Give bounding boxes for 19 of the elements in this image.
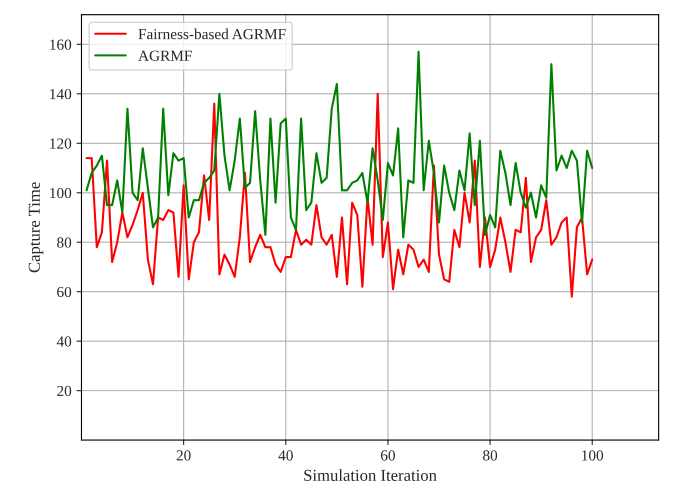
- y-tick-label: 100: [50, 188, 72, 198]
- x-tick-label: 20: [176, 450, 191, 461]
- line-series: [86, 92, 594, 298]
- y-tick-label: 140: [50, 88, 72, 100]
- x-tick-label: 40: [278, 450, 293, 461]
- x-tick-label: 100: [582, 450, 604, 461]
- y-tick-label: 120: [50, 138, 72, 149]
- y-tick-label: 40: [56, 336, 72, 347]
- y-tick-label: 160: [50, 39, 72, 50]
- x-tick-label: 80: [483, 450, 498, 461]
- legend-label: Fairness-based AGRMF: [138, 28, 286, 40]
- y-axis-title: Capture Time: [28, 182, 44, 272]
- x-axis-title: Simulation Iteration: [304, 469, 437, 481]
- legend-label: AGRMF: [138, 50, 192, 61]
- y-tick-label: 80: [57, 237, 72, 248]
- y-tick-label: 60: [57, 286, 72, 298]
- line-series: [86, 50, 594, 238]
- y-tick-label: 20: [57, 386, 72, 396]
- x-tick-label: 60: [380, 450, 395, 461]
